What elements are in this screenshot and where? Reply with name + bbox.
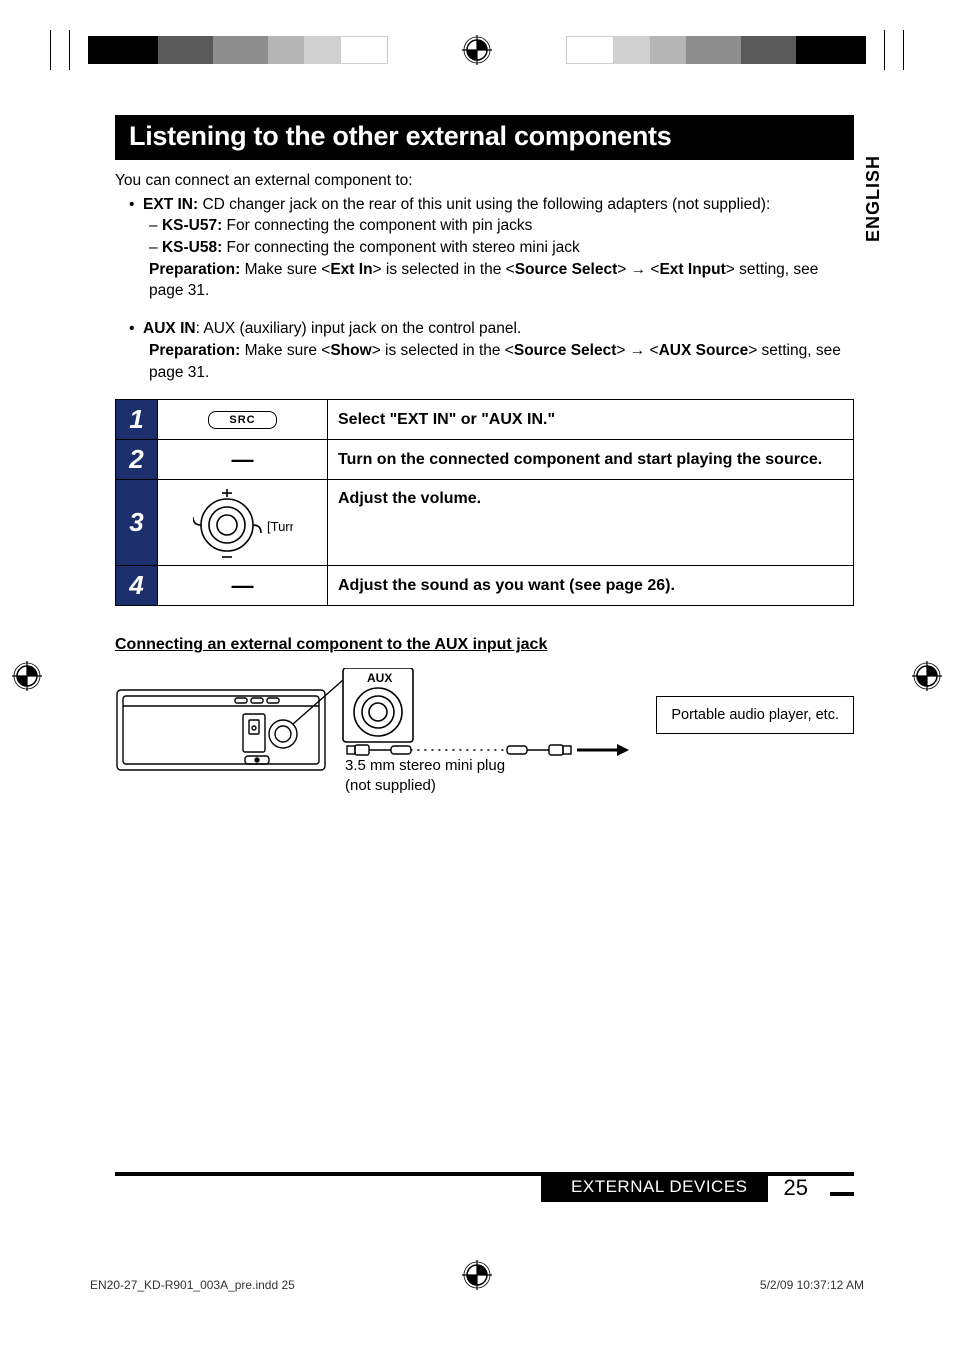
step-num-1: 1: [116, 400, 158, 440]
table-row: 3 [Turn] Adjust the volume: [116, 480, 854, 566]
auxin-prep: Preparation: Make sure <Show> is selecte…: [149, 340, 854, 383]
step-ctrl-4: —: [158, 566, 328, 606]
ksu58-line: – KS-U58: For connecting the component w…: [149, 237, 854, 259]
crop-top-strip: [0, 20, 954, 80]
slug-date: 5/2/09 10:37:12 AM: [760, 1278, 864, 1292]
aux-diagram: AUX Portable audio player, etc. 3.5 mm s…: [115, 668, 854, 828]
arrow-icon: →: [631, 261, 647, 278]
turn-label: [Turn]: [267, 519, 293, 534]
aux-label: AUX: [367, 671, 392, 685]
intro-lead: You can connect an external component to…: [115, 170, 854, 192]
crop-vlines-top-left: [30, 30, 90, 70]
section-label: EXTERNAL DEVICES: [541, 1174, 767, 1202]
table-row: 4 — Adjust the sound as you want (see pa…: [116, 566, 854, 606]
step-desc-2: Turn on the connected component and star…: [328, 440, 854, 480]
print-slug: EN20-27_KD-R901_003A_pre.indd 25 5/2/09 …: [90, 1278, 864, 1292]
reg-mark-top-icon: [462, 35, 492, 65]
step-num-4: 4: [116, 566, 158, 606]
table-row: 1 SRC Select "EXT IN" or "AUX IN.": [116, 400, 854, 440]
auxin-label: AUX IN: [143, 320, 196, 337]
ksu57-label: KS-U57:: [162, 217, 222, 234]
plug-caption: 3.5 mm stereo mini plug (not supplied): [345, 756, 505, 797]
step-ctrl-2: —: [158, 440, 328, 480]
extin-text: CD changer jack on the rear of this unit…: [198, 196, 770, 213]
reg-mark-left-icon: [12, 661, 42, 691]
auxin-text: : AUX (auxiliary) input jack on the cont…: [196, 320, 522, 337]
language-tab: ENGLISH: [863, 155, 884, 242]
player-box: Portable audio player, etc.: [656, 696, 854, 734]
step-desc-1: Select "EXT IN" or "AUX IN.": [328, 400, 854, 440]
step-desc-3: Adjust the volume.: [328, 480, 854, 566]
connect-heading: Connecting an external component to the …: [115, 636, 854, 654]
color-bar-top-left: [88, 36, 388, 64]
reg-mark-right-icon: [912, 661, 942, 691]
src-button-icon: SRC: [208, 411, 276, 429]
footer: EXTERNAL DEVICES 25: [115, 1172, 854, 1202]
steps-table: 1 SRC Select "EXT IN" or "AUX IN." 2 — T…: [115, 399, 854, 606]
crop-vlines-top-right: [864, 30, 924, 70]
page-content: ENGLISH Listening to the other external …: [115, 115, 854, 1252]
slug-file: EN20-27_KD-R901_003A_pre.indd 25: [90, 1278, 295, 1292]
extin-bullet: • EXT IN: CD changer jack on the rear of…: [115, 194, 854, 216]
footer-tail-icon: [830, 1192, 854, 1196]
page-number: 25: [784, 1175, 814, 1201]
auxin-bullet: • AUX IN: AUX (auxiliary) input jack on …: [115, 318, 854, 340]
ksu57-text: For connecting the component with pin ja…: [222, 217, 532, 234]
arrow-icon: →: [630, 342, 646, 359]
ksu58-text: For connecting the component with stereo…: [222, 239, 580, 256]
extin-prep: Preparation: Make sure <Ext In> is selec…: [149, 259, 854, 302]
step-num-2: 2: [116, 440, 158, 480]
step-desc-4: Adjust the sound as you want (see page 2…: [328, 566, 854, 606]
intro-block: You can connect an external component to…: [115, 170, 854, 383]
ksu58-label: KS-U58:: [162, 239, 222, 256]
step-ctrl-1: SRC: [158, 400, 328, 440]
step-num-3: 3: [116, 480, 158, 566]
table-row: 2 — Turn on the connected component and …: [116, 440, 854, 480]
step-ctrl-3: [Turn]: [158, 480, 328, 566]
color-bar-top-right: [566, 36, 866, 64]
volume-knob-icon: [Turn]: [193, 487, 293, 559]
extin-label: EXT IN:: [143, 196, 198, 213]
page-title: Listening to the other external componen…: [115, 115, 854, 160]
ksu57-line: – KS-U57: For connecting the component w…: [149, 215, 854, 237]
